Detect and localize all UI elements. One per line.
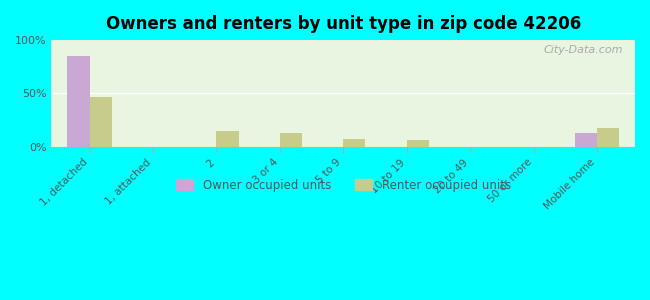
Bar — [68, 56, 90, 147]
Legend: Owner occupied units, Renter occupied units: Owner occupied units, Renter occupied un… — [171, 174, 515, 196]
Bar — [407, 140, 429, 147]
Bar — [597, 128, 619, 147]
Text: City-Data.com: City-Data.com — [544, 45, 623, 56]
Bar — [90, 97, 112, 147]
Bar — [280, 133, 302, 147]
Bar — [343, 139, 365, 147]
Bar — [216, 131, 239, 147]
Title: Owners and renters by unit type in zip code 42206: Owners and renters by unit type in zip c… — [105, 15, 581, 33]
Bar — [575, 133, 597, 147]
